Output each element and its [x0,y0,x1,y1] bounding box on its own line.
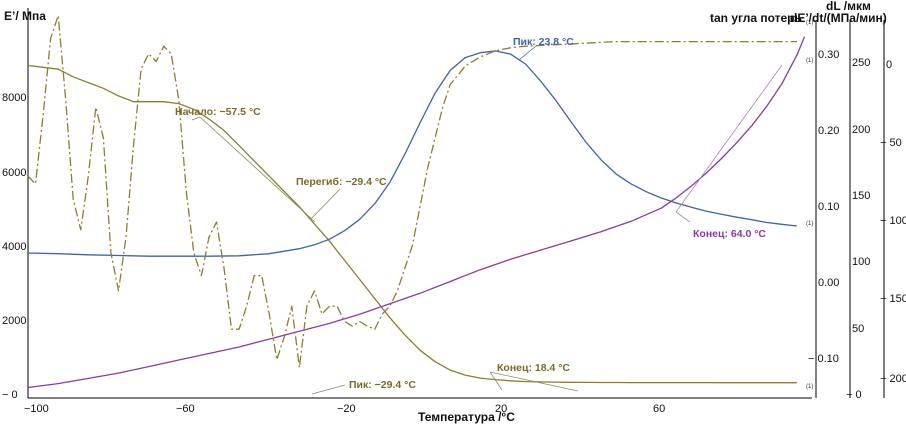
modulus-tick: 8000 [2,92,26,104]
x-tick: 60 [653,403,665,415]
tan-delta-axis-label: tan угла потерь [710,11,802,25]
modulus-series-line [27,64,797,384]
leader-line [489,371,579,392]
dl-axis-label: dL /мкм [826,0,871,13]
modulus-tick: − 0 [2,389,18,401]
end-marker: (1) [806,384,813,390]
dl-tick: 50 [852,323,864,335]
leader-line [199,116,316,223]
leader-line [518,45,537,61]
modulus-axis-label: E’/ Мпа [4,9,46,23]
x-ticks: −100 −60 −20 20 60 [24,403,665,415]
annotation-label: Конец: 18.4 °C [497,362,570,374]
tan-delta-tick: 0.00 [818,277,839,289]
x-tick: −20 [337,403,356,415]
end-marker: (1) [806,58,813,64]
leader-line [489,371,503,391]
annotation-label: Перегиб: −29.4 °C [296,176,387,188]
modulus-tick: 4000 [2,241,26,253]
leader-line [675,211,691,223]
derivative-tick: − 200 [880,373,906,385]
derivative-tick: 0 [886,59,892,71]
derivative-tick: − 100 [880,215,906,227]
x-tick: −60 [176,403,195,415]
annotation-leaders [191,45,783,395]
dl-tick: − 0 [846,389,862,401]
leader-line [675,64,783,213]
derivative-series-line [27,14,797,369]
dl-series-line [27,36,806,389]
end-markers: (1) (1) (1) (1) [806,20,813,390]
annotation-label: Пик: −29.4 °C [349,379,416,391]
annotation-label: Пик: 23.8 °C [513,36,574,48]
x-axis-label: Температура /°C [418,410,515,424]
derivative-axis-label: dE’/dt/(МПа/мин) [790,11,887,25]
series-layer [27,14,806,389]
leader-line [191,116,201,121]
tan-delta-tick: 0.10 [818,201,839,213]
x-tick: −100 [24,403,49,415]
end-marker: (1) [806,221,813,227]
tan-delta-ticks: 0.30 0.20 0.10 0.00 − 0.10 [808,49,839,365]
tan-delta-tick: − 0.10 [808,353,839,365]
leader-line [311,384,346,395]
dl-tick: 150 [852,190,870,202]
derivative-tick: − 150 [880,293,906,305]
annotation-label: Начало: −57.5 °C [175,106,261,118]
tan_delta-series-line [27,50,797,257]
modulus-tick: 6000 [2,167,26,179]
leader-line [309,188,341,221]
x-tick: 20 [495,403,507,415]
end-marker: (1) [806,20,813,26]
tan-delta-tick: 0.30 [818,49,839,61]
derivative-tick: − 50 [880,137,902,149]
annotation-label: Конец: 64.0 °C [693,228,766,240]
dl-tick: 100 [852,256,870,268]
derivative-ticks: 0 − 50 − 100 − 150 − 200 [880,59,906,385]
tan-delta-tick: 0.20 [818,125,839,137]
dl-tick: 250 [852,57,870,69]
dl-tick: 200 [852,124,870,136]
dl-ticks: 250 200 150 100 50 − 0 [846,57,870,401]
modulus-tick: 2000 [2,315,26,327]
modulus-ticks: 8000 6000 4000 2000 − 0 [2,92,26,401]
